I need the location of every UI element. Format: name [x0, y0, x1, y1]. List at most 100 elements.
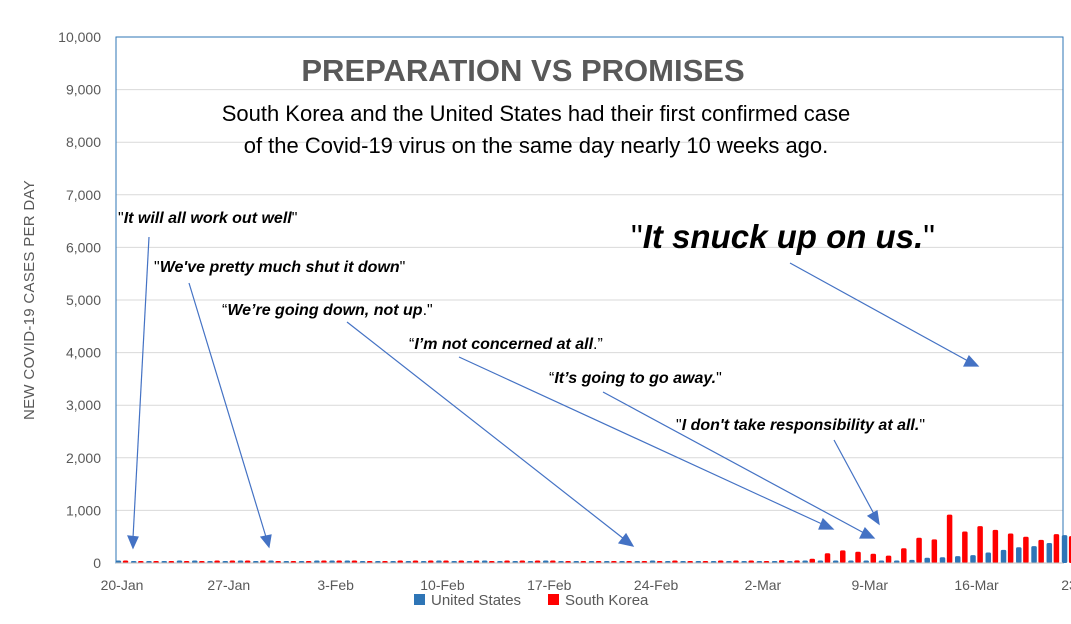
bar-united-states — [832, 560, 839, 563]
y-tick-label: 4,000 — [66, 345, 101, 361]
bar-south-korea — [244, 560, 251, 563]
bar-united-states — [1031, 546, 1037, 563]
bar-south-korea — [1053, 534, 1060, 563]
legend-label-united-states: United States — [431, 592, 521, 609]
x-tick-label: 20-Jan — [101, 577, 144, 593]
legend: United States South Korea — [414, 592, 649, 609]
x-tick-label: 10-Feb — [420, 577, 465, 593]
bar-south-korea — [855, 551, 861, 563]
bar-united-states — [955, 556, 961, 563]
bar-united-states — [542, 560, 549, 563]
bar-united-states — [344, 560, 351, 563]
annotation-quote-5: “It’s going to go away." — [549, 370, 722, 387]
bar-south-korea — [885, 555, 892, 563]
x-tick-label: 2-Mar — [745, 577, 782, 593]
bar-south-korea — [443, 560, 449, 563]
bar-united-states — [848, 560, 854, 563]
bar-united-states — [970, 555, 976, 563]
bar-south-korea — [717, 560, 724, 563]
subtitle-line-2: of the Covid-19 virus on the same day ne… — [244, 133, 829, 158]
annotation-arrows — [127, 236, 980, 550]
y-tick-label: 0 — [93, 555, 101, 571]
y-tick-label: 3,000 — [66, 397, 101, 413]
bar-south-korea — [519, 560, 526, 563]
bar-south-korea — [794, 560, 800, 563]
bar-united-states — [176, 560, 183, 563]
y-tick-label: 7,000 — [66, 187, 101, 203]
y-tick-label: 5,000 — [66, 292, 101, 308]
x-axis-ticks: 20-Jan 27-Jan 3-Feb 10-Feb 17-Feb 24-Feb 2-Mar… — [101, 577, 1071, 593]
x-tick-label: 3-Feb — [317, 577, 354, 593]
bar-south-korea — [229, 560, 236, 563]
bar-south-korea — [504, 560, 510, 563]
chart-title: PREPARATION VS PROMISES — [301, 53, 744, 88]
bar-south-korea — [122, 560, 129, 563]
bar-united-states — [909, 559, 915, 563]
y-tick-label: 9,000 — [66, 82, 101, 98]
bar-south-korea — [733, 560, 739, 563]
bar-united-states — [893, 560, 900, 563]
arrow-5 — [602, 391, 876, 539]
bar-south-korea — [321, 560, 327, 563]
bar-united-states — [649, 560, 656, 563]
annotation-quote-3: “We’re going down, not up." — [222, 302, 433, 319]
y-tick-label: 8,000 — [66, 134, 101, 150]
subtitle-line-1: South Korea and the United States had th… — [222, 101, 851, 126]
bar-south-korea — [916, 537, 922, 563]
arrow-6 — [833, 439, 880, 526]
bar-south-korea — [672, 560, 678, 563]
bar-south-korea — [809, 558, 815, 563]
arrow-7 — [789, 262, 980, 367]
bar-united-states — [1046, 543, 1053, 563]
bar-south-korea — [1068, 536, 1071, 563]
x-tick-label: 9-Mar — [851, 577, 888, 593]
annotation-quote-4: “I’m not concerned at all.” — [409, 336, 603, 353]
y-tick-label: 1,000 — [66, 502, 101, 518]
bar-south-korea — [473, 560, 480, 563]
arrow-2 — [188, 282, 272, 549]
bar-south-korea — [214, 560, 220, 563]
annotation-quote-6: "I don't take responsibility at all." — [676, 417, 925, 434]
bar-united-states — [1016, 547, 1022, 563]
bar-south-korea — [1007, 533, 1014, 563]
bar-united-states — [481, 560, 488, 563]
annotation-quote-2: "We've pretty much shut it down" — [154, 259, 405, 276]
bar-united-states — [237, 560, 244, 563]
bar-united-states — [985, 552, 992, 563]
legend-swatch-united-states — [414, 594, 425, 605]
bar-united-states — [878, 560, 885, 563]
bar-south-korea — [336, 560, 342, 563]
bar-south-korea — [351, 560, 358, 563]
bar-united-states — [1000, 549, 1007, 563]
annotation-quote-7: "It snuck up on us." — [631, 218, 935, 255]
bar-united-states — [329, 560, 335, 563]
bar-south-korea — [778, 560, 785, 563]
bar-united-states — [192, 560, 198, 563]
bar-south-korea — [260, 560, 266, 563]
bar-south-korea — [840, 550, 846, 563]
bar-south-korea — [428, 560, 434, 563]
y-tick-label: 6,000 — [66, 239, 101, 255]
bar-south-korea — [946, 514, 953, 563]
annotation-quote-1: "It will all work out well" — [118, 210, 297, 227]
x-tick-label: 17-Feb — [527, 577, 572, 593]
legend-label-south-korea: South Korea — [565, 592, 649, 609]
bar-united-states — [314, 560, 320, 563]
x-tick-label: 23-Mar — [1061, 577, 1071, 593]
bar-united-states — [939, 557, 946, 563]
bar-south-korea — [824, 553, 831, 563]
y-tick-label: 2,000 — [66, 450, 101, 466]
x-tick-label: 27-Jan — [207, 577, 250, 593]
bar-south-korea — [397, 560, 403, 563]
y-tick-label: 10,000 — [58, 29, 101, 45]
bar-united-states — [863, 560, 869, 563]
bar-south-korea — [412, 560, 419, 563]
arrow-1 — [127, 236, 150, 550]
bar-south-korea — [931, 539, 938, 563]
bar-united-states — [115, 560, 122, 563]
bar-south-korea — [748, 560, 754, 563]
bar-south-korea — [1023, 536, 1029, 563]
x-tick-label: 24-Feb — [634, 577, 679, 593]
bar-south-korea — [534, 560, 541, 563]
